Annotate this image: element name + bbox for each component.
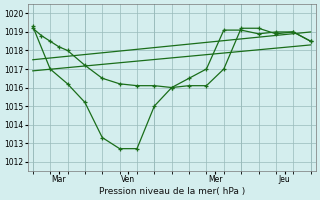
X-axis label: Pression niveau de la mer( hPa ): Pression niveau de la mer( hPa ) — [99, 187, 245, 196]
